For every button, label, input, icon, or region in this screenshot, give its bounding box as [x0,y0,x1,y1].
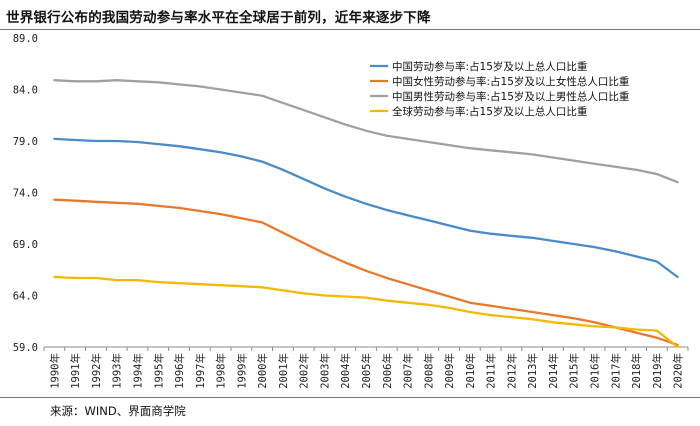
legend-label-1: 中国女性劳动参与率:占15岁及以上女性总人口比重 [392,75,629,88]
x-tick-label: 2002年 [298,353,311,389]
x-tick-label: 1992年 [90,353,103,389]
x-tick-label: 1993年 [111,353,124,389]
plot-series [53,79,679,349]
x-tick-label: 2011年 [485,353,498,389]
footer-divider [0,397,700,398]
x-tick-label: 2004年 [339,353,352,389]
x-tick-label: 1994年 [131,353,144,389]
x-tick-label: 1991年 [69,353,82,389]
x-tick-label: 2006年 [381,353,394,389]
y-tick-label: 69.0 [13,239,38,251]
y-tick-label: 74.0 [13,188,38,200]
x-tick-label: 1997年 [194,353,207,389]
source-note: 来源：WIND、界面商学院 [50,404,186,418]
x-tick-label: 2013年 [526,353,539,389]
legend-label-0: 中国劳动参与率:占15岁及以上总人口比重 [392,60,587,73]
series-line-1 [53,198,679,347]
y-tick-label: 64.0 [13,291,38,303]
x-tick-label: 2019年 [651,353,664,389]
legend-label-3: 全球劳动参与率:占15岁及以上总人口比重 [392,105,587,118]
x-tick-label: 2015年 [568,353,581,389]
series-line-3 [53,275,679,349]
x-tick-label: 1999年 [235,353,248,389]
chart-title: 世界银行公布的我国劳动参与率水平在全球居于前列，近年来逐步下降 [6,10,431,26]
x-tick-label: 2012年 [505,353,518,389]
x-tick-label: 1996年 [173,353,186,389]
y-tick-label: 89.0 [13,33,38,45]
x-tick-label: 2001年 [277,353,290,389]
chart-legend: 中国劳动参与率:占15岁及以上总人口比重中国女性劳动参与率:占15岁及以上女性总… [370,60,629,118]
x-tick-label: 2016年 [589,353,602,389]
x-tick-label: 2014年 [547,353,560,389]
y-tick-label: 59.0 [13,342,38,354]
line-chart: 89.0 84.0 79.0 74.0 69.0 64.0 59.0 1990年 1991年 19… [13,33,689,389]
x-tick-label: 2000年 [256,353,269,389]
legend-label-2: 中国男性劳动参与率:占15岁及以上男性总人口比重 [392,90,629,103]
x-tick-label: 2008年 [422,353,435,389]
x-tick-label: 2018年 [630,353,643,389]
title-divider [0,29,700,30]
x-tick-label: 2005年 [360,353,373,389]
y-tick-label: 84.0 [13,85,38,97]
series-line-2 [53,79,679,184]
x-tick-label: 1998年 [215,353,228,389]
x-tick-label: 2007年 [402,353,415,389]
x-tick-label: 1995年 [152,353,165,389]
plot-axes: 89.0 84.0 79.0 74.0 69.0 64.0 59.0 1990年 1991年 19… [13,33,689,389]
series-line-0 [53,137,679,279]
x-tick-label: 2009年 [443,353,456,389]
x-tick-label: 1990年 [48,353,61,389]
x-tick-label: 2017年 [609,353,622,389]
x-tick-label: 2003年 [318,353,331,389]
x-tick-label: 2010年 [464,353,477,389]
x-tick-label: 2020年 [672,353,685,389]
y-tick-label: 79.0 [13,136,38,148]
